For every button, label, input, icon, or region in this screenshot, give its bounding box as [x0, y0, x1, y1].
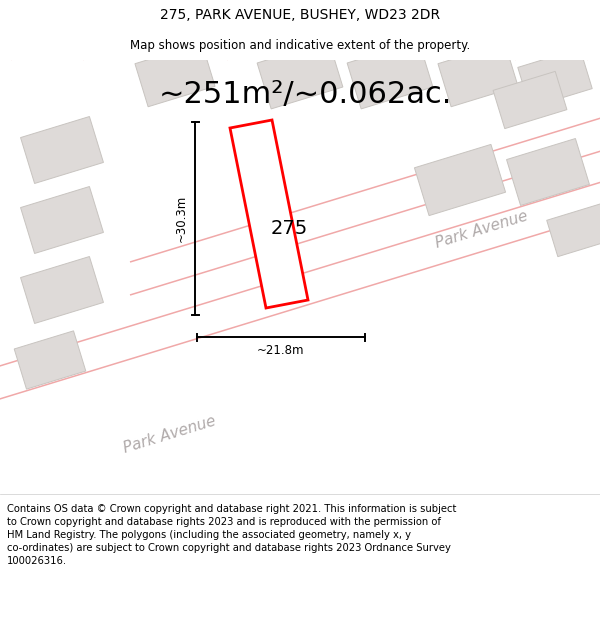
Polygon shape: [135, 43, 215, 107]
Polygon shape: [14, 331, 86, 389]
Polygon shape: [20, 116, 103, 184]
Polygon shape: [547, 203, 600, 257]
Text: ~21.8m: ~21.8m: [257, 344, 305, 357]
Polygon shape: [438, 43, 518, 107]
Polygon shape: [493, 71, 567, 129]
Text: Map shows position and indicative extent of the property.: Map shows position and indicative extent…: [130, 39, 470, 51]
Text: Park Avenue: Park Avenue: [434, 209, 530, 251]
Polygon shape: [415, 144, 506, 216]
Text: ~30.3m: ~30.3m: [175, 195, 187, 242]
Polygon shape: [518, 48, 592, 108]
Polygon shape: [347, 41, 433, 109]
Polygon shape: [506, 139, 589, 206]
Text: Park Avenue: Park Avenue: [122, 414, 218, 456]
Text: Contains OS data © Crown copyright and database right 2021. This information is : Contains OS data © Crown copyright and d…: [7, 504, 457, 566]
Polygon shape: [230, 120, 308, 308]
Text: 275: 275: [271, 219, 308, 239]
Polygon shape: [20, 186, 103, 254]
Polygon shape: [257, 41, 343, 109]
Text: ~251m²/~0.062ac.: ~251m²/~0.062ac.: [158, 81, 452, 109]
Text: 275, PARK AVENUE, BUSHEY, WD23 2DR: 275, PARK AVENUE, BUSHEY, WD23 2DR: [160, 8, 440, 22]
Polygon shape: [20, 256, 103, 324]
